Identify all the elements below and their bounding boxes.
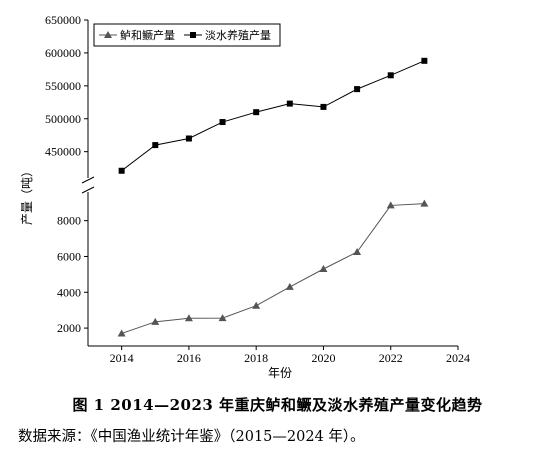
data-point-triangle — [353, 247, 362, 255]
data-point-square — [286, 100, 293, 107]
y-tick-label: 600000 — [45, 46, 81, 60]
legend-square-marker — [190, 32, 196, 38]
data-point-triangle — [285, 282, 294, 290]
x-tick-label: 2018 — [244, 351, 268, 365]
data-point-square — [118, 167, 125, 174]
x-axis-title: 年份 — [268, 366, 292, 380]
figure-caption: 图 1 2014—2023 年重庆鲈和鳜及淡水养殖产量变化趋势 — [72, 396, 483, 414]
data-point-triangle — [319, 265, 328, 272]
series-layer — [117, 57, 429, 337]
data-source-note: 数据来源：《中国渔业统计年鉴》（2015—2024 年）。 — [18, 429, 365, 445]
x-tick-label: 2016 — [177, 351, 201, 365]
y-tick-label: 450000 — [45, 145, 81, 159]
y-tick-label: 2000 — [57, 321, 81, 335]
data-point-triangle — [117, 329, 126, 337]
y-axis-title: 产量（吨） — [20, 165, 34, 225]
data-point-square — [185, 135, 192, 142]
legend-label-series-1: 鲈和鳜产量 — [120, 28, 175, 42]
series-line-1 — [121, 203, 425, 334]
data-point-square — [253, 109, 260, 116]
y-tick-label: 500000 — [45, 112, 81, 126]
line-chart: 2014 2016 2018 2020 2022 2024 450000 500000 550… — [20, 13, 470, 380]
data-point-triangle — [184, 314, 193, 322]
data-point-square — [152, 142, 159, 149]
x-tick-label: 2014 — [110, 351, 134, 365]
y-tick-label: 4000 — [57, 285, 81, 299]
legend-triangle-marker — [104, 31, 112, 38]
x-ticks: 2014 2016 2018 2020 2022 2024 — [110, 346, 470, 365]
data-point-triangle — [386, 201, 395, 209]
y-ticks-lower: 2000 4000 6000 8000 — [57, 214, 88, 335]
legend-label-series-2: 淡水养殖产量 — [205, 28, 271, 42]
y-tick-label: 6000 — [57, 249, 81, 263]
data-point-triangle — [252, 301, 261, 309]
y-ticks-upper: 450000 500000 550000 600000 650000 — [45, 13, 88, 159]
data-point-square — [354, 86, 361, 93]
data-point-triangle — [218, 314, 227, 322]
legend: 鲈和鳜产量 淡水养殖产量 — [93, 23, 281, 47]
axis-break-mark — [81, 176, 95, 194]
data-point-square — [320, 103, 327, 110]
x-tick-label: 2020 — [311, 351, 335, 365]
data-point-square — [421, 57, 428, 64]
y-tick-label: 650000 — [45, 13, 81, 27]
data-point-triangle — [420, 199, 429, 207]
data-point-square — [219, 119, 226, 126]
x-tick-label: 2024 — [446, 351, 470, 365]
x-tick-label: 2022 — [379, 351, 403, 365]
y-tick-label: 8000 — [57, 214, 81, 228]
series-line-2 — [121, 60, 425, 172]
y-tick-label: 550000 — [45, 79, 81, 93]
data-point-square — [387, 72, 394, 79]
data-point-triangle — [151, 317, 160, 325]
